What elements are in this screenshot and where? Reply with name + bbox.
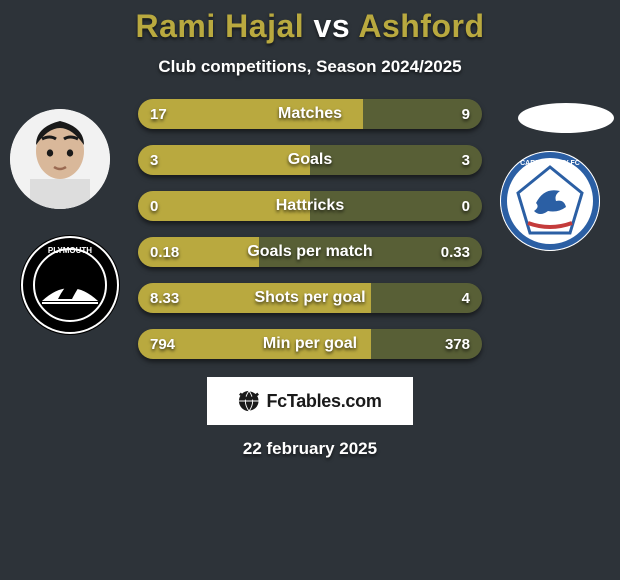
player1-avatar (10, 109, 110, 209)
comparison-stage: PLYMOUTH CARDIFF CITY FC 179Matches 33Goa… (0, 91, 620, 511)
player1-club-badge: PLYMOUTH (20, 235, 120, 335)
stat-row: 33Goals (138, 145, 482, 175)
stat-label: Min per goal (138, 329, 482, 359)
player1-name: Rami Hajal (136, 8, 305, 44)
stat-label: Goals (138, 145, 482, 175)
stat-label: Goals per match (138, 237, 482, 267)
date-text: 22 february 2025 (0, 439, 620, 459)
player2-club-badge: CARDIFF CITY FC (500, 151, 600, 251)
brand-badge: FcTables.com (207, 377, 413, 425)
comparison-title: Rami Hajal vs Ashford (0, 0, 620, 45)
stat-row: 8.334Shots per goal (138, 283, 482, 313)
svg-text:CARDIFF CITY FC: CARDIFF CITY FC (520, 160, 580, 167)
brand-text: FcTables.com (266, 391, 381, 412)
subtitle: Club competitions, Season 2024/2025 (0, 57, 620, 77)
stat-row: 0.180.33Goals per match (138, 237, 482, 267)
player2-name: Ashford (358, 8, 484, 44)
stat-bars: 179Matches 33Goals 00Hattricks 0.180.33Goal… (138, 99, 482, 375)
vs-text: vs (314, 8, 351, 44)
player2-avatar (518, 103, 614, 133)
stat-label: Hattricks (138, 191, 482, 221)
brand-logo-icon (238, 390, 260, 412)
stat-label: Shots per goal (138, 283, 482, 313)
svg-text:PLYMOUTH: PLYMOUTH (48, 246, 92, 255)
stat-label: Matches (138, 99, 482, 129)
stat-row: 794378Min per goal (138, 329, 482, 359)
stat-row: 179Matches (138, 99, 482, 129)
stat-row: 00Hattricks (138, 191, 482, 221)
